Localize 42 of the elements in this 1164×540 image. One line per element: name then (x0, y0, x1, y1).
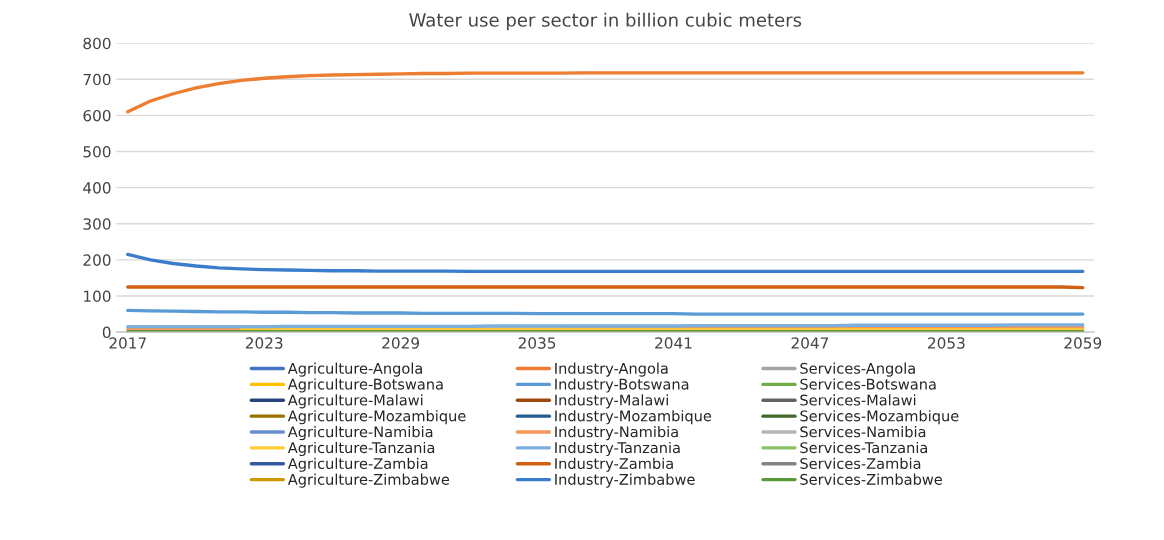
legend-label: Agriculture-Zambia (287, 457, 428, 472)
legend-label: Services-Mozambique (800, 410, 959, 425)
x-tick-label: 2041 (655, 337, 692, 349)
legend-label: Services-Botswana (800, 378, 936, 390)
x-tick-label: 2017 (109, 337, 146, 349)
legend-label: Services-Malawi (800, 394, 916, 406)
legend-label: Industry-Zimbabwe (555, 473, 695, 488)
legend-label: Agriculture-Malawi (287, 394, 423, 409)
y-tick-label: 300 (83, 218, 111, 230)
legend-label: Services-Namibia (800, 426, 926, 438)
x-tick-label: 2023 (245, 337, 283, 349)
x-tick-label: 2047 (791, 337, 829, 349)
y-tick-label: 200 (83, 254, 111, 266)
legend-label: Agriculture-Namibia (287, 426, 433, 441)
legend-label: Industry-Botswana (555, 378, 689, 393)
legend-label: Industry-Mozambique (555, 410, 712, 425)
x-tick-label: 2059 (1064, 337, 1102, 349)
legend-label: Industry-Malawi (555, 394, 668, 409)
legend-label: Services-Angola (800, 362, 915, 377)
legend-label: Services-Zimbabwe (800, 473, 942, 485)
legend-label: Agriculture-Zimbabwe (287, 473, 450, 488)
legend-label: Agriculture-Botswana (287, 378, 443, 393)
legend-label: Industry-Zambia (555, 457, 673, 472)
y-tick-label: 800 (83, 37, 111, 50)
legend-label: Agriculture-Angola (287, 362, 422, 377)
y-tick-label: 400 (83, 182, 111, 194)
legend-label: Industry-Namibia (555, 426, 678, 441)
legend-label: Services-Zambia (800, 457, 921, 470)
y-tick-label: 500 (83, 146, 111, 158)
y-tick-label: 700 (83, 73, 111, 86)
chart-title: Water use per sector in billion cubic meters (409, 12, 802, 31)
x-tick-label: 2035 (518, 337, 556, 349)
legend-label: Services-Tanzania (800, 441, 927, 454)
legend-label: Agriculture-Tanzania (287, 441, 435, 456)
x-tick-label: 2053 (928, 337, 965, 349)
y-tick-label: 0 (102, 326, 111, 339)
legend-label: Industry-Tanzania (555, 441, 680, 456)
legend-label: Industry-Angola (555, 362, 668, 377)
y-tick-label: 100 (84, 290, 111, 303)
x-tick-label: 2029 (382, 337, 419, 349)
y-tick-label: 600 (83, 109, 111, 122)
legend-label: Agriculture-Mozambique (287, 410, 466, 425)
